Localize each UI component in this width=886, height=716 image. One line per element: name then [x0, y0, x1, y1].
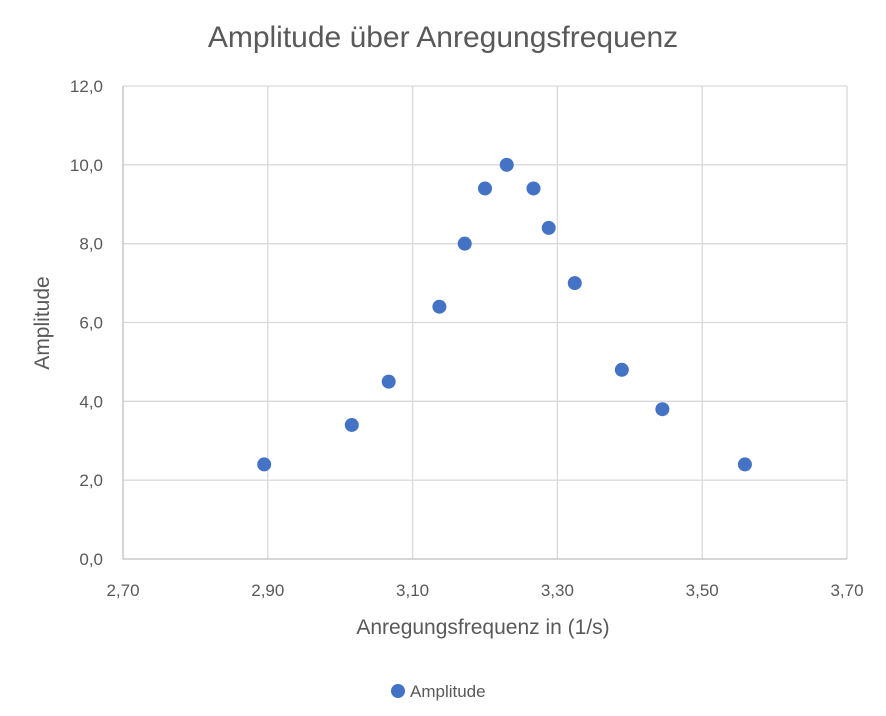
- y-tick-label: 10,0: [70, 156, 103, 175]
- data-point: [457, 236, 472, 251]
- y-axis-title: Amplitude: [31, 276, 54, 369]
- chart-title: Amplitude über Anregungsfrequenz: [208, 21, 678, 54]
- y-tick-label: 6,0: [79, 314, 103, 333]
- y-tick-label: 0,0: [79, 550, 103, 569]
- x-tick-label: 3,30: [541, 581, 574, 600]
- x-tick-label: 2,90: [251, 581, 284, 600]
- x-tick-label: 3,70: [830, 581, 863, 600]
- data-point: [541, 220, 556, 235]
- y-tick-label: 2,0: [79, 471, 103, 490]
- data-point: [737, 457, 752, 472]
- legend: Amplitude: [391, 682, 486, 701]
- axes: [122, 86, 847, 560]
- data-point: [567, 276, 582, 291]
- x-tick-label: 3,50: [686, 581, 719, 600]
- y-tick-label: 12,0: [70, 77, 103, 96]
- data-point: [499, 157, 514, 172]
- y-tick-label: 8,0: [79, 235, 103, 254]
- y-tick-label: 4,0: [79, 392, 103, 411]
- tick-labels: 0,0 2,0 4,0 6,0 8,0 10,0 12,0 2,70 2,90 3,10 3,30 3…: [70, 77, 864, 600]
- data-point: [432, 299, 447, 314]
- grid-lines: [123, 85, 848, 559]
- x-tick-label: 3,10: [396, 581, 429, 600]
- legend-marker: [391, 684, 405, 698]
- legend-label: Amplitude: [410, 682, 486, 701]
- data-point: [344, 417, 359, 432]
- data-point: [478, 181, 492, 196]
- data-point: [381, 374, 396, 389]
- data-point: [614, 362, 629, 377]
- data-points: [257, 157, 752, 472]
- x-axis-title: Anregungsfrequenz in (1/s): [356, 616, 609, 639]
- x-tick-label: 2,70: [106, 581, 139, 600]
- data-point: [257, 457, 272, 472]
- data-point: [655, 402, 670, 417]
- data-point: [526, 181, 541, 196]
